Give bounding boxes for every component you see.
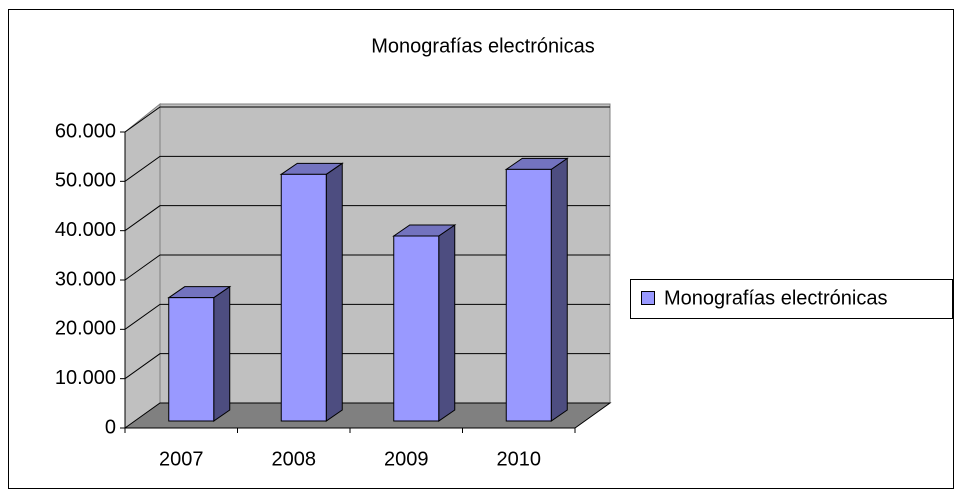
bar bbox=[280, 173, 327, 422]
y-tick-label: 60.000 bbox=[55, 120, 116, 142]
grid-line bbox=[124, 254, 610, 281]
grid-line bbox=[124, 303, 610, 330]
bar-side bbox=[213, 285, 231, 422]
grid-line bbox=[124, 155, 610, 182]
y-tick-label: 0 bbox=[105, 416, 116, 438]
bar-side bbox=[550, 157, 568, 422]
bar bbox=[393, 235, 440, 422]
legend-swatch bbox=[641, 291, 655, 305]
bar bbox=[505, 168, 552, 422]
y-tick-label: 50.000 bbox=[55, 170, 116, 192]
grid-line bbox=[124, 353, 610, 380]
chart-title: Monografías electrónicas bbox=[371, 35, 594, 57]
y-tick-label: 30.000 bbox=[55, 268, 116, 290]
side-wall bbox=[124, 102, 161, 429]
y-tick-label: 20.000 bbox=[55, 318, 116, 340]
legend-label: Monografías electrónicas bbox=[664, 287, 887, 309]
x-tick-label: 2009 bbox=[384, 448, 429, 470]
grid-line bbox=[124, 106, 610, 133]
y-tick-label: 10.000 bbox=[55, 367, 116, 389]
grid-line bbox=[124, 205, 610, 232]
bar-side bbox=[325, 162, 343, 422]
bar-side bbox=[438, 224, 456, 422]
x-tick-label: 2007 bbox=[159, 448, 204, 470]
legend bbox=[630, 279, 953, 319]
x-tick-label: 2010 bbox=[497, 448, 542, 470]
bar bbox=[168, 297, 215, 422]
x-tick-label: 2008 bbox=[272, 448, 317, 470]
y-tick-label: 40.000 bbox=[55, 219, 116, 241]
